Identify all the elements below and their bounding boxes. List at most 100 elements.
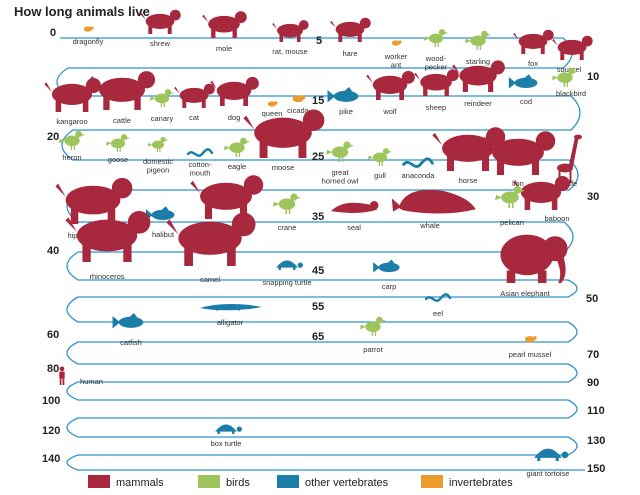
animal-label-canary: canary: [151, 114, 174, 123]
scale-mark-90: 90: [587, 377, 599, 389]
box-turtle-icon: [215, 424, 242, 434]
dog-icon: [210, 76, 259, 106]
legend-swatch-invertebrates: [421, 475, 443, 488]
anaconda-icon: [402, 157, 434, 168]
scale-mark-45: 45: [312, 265, 324, 277]
legend-item-mammals: mammals: [88, 475, 164, 489]
pearl-mussel-icon: [524, 336, 537, 343]
animal-reindeer: reindeer: [452, 60, 505, 108]
animal-goose: goose: [105, 134, 131, 164]
animal-label-cicada: cicada: [287, 106, 310, 115]
animal-label-pearl-mussel: pearl mussel: [509, 350, 552, 359]
animal-eagle: eagle: [223, 137, 251, 171]
catfish-icon: [112, 313, 144, 329]
camel-icon: [166, 212, 256, 266]
parrot-icon: [359, 316, 387, 336]
legend-swatch-vertebrates: [277, 475, 299, 488]
scale-mark-110: 110: [587, 405, 605, 417]
animal-layer: dragonfly shrew mole rat, mouse hare worker an…: [44, 9, 593, 478]
cod-icon: [508, 74, 538, 89]
animal-label-box-turtle: box turtle: [211, 439, 242, 448]
animal-label-horse: horse: [459, 176, 478, 185]
animal-label-pike: pike: [339, 107, 353, 116]
animal-label-seal: seal: [347, 223, 361, 232]
legend: mammals birds other vertebrates invertebrat…: [88, 475, 513, 489]
animal-whale: whale: [391, 189, 476, 230]
animal-label-reindeer: reindeer: [464, 99, 492, 108]
carp-icon: [373, 259, 400, 273]
animal-label-rhinoceros: rhinoceros: [89, 272, 124, 281]
scale-mark-35: 35: [312, 211, 324, 223]
animal-label-parrot: parrot: [363, 345, 384, 354]
scale-mark-0: 0: [50, 27, 56, 39]
animal-label-fox: fox: [528, 59, 538, 68]
goose-icon: [105, 134, 131, 152]
eel-icon: [424, 293, 452, 302]
lion-icon: [482, 131, 556, 175]
animal-label-camel: camel: [200, 275, 220, 284]
animal-label-rat-mouse: rat, mouse: [272, 47, 307, 56]
animal-moose: moose: [243, 109, 325, 172]
pike-icon: [327, 87, 359, 103]
squirrel-icon: [552, 35, 593, 60]
animal-alligator: alligator: [200, 304, 262, 327]
animal-label-hare: hare: [342, 49, 357, 58]
animal-label-great-horned-owl: great horned owl: [322, 168, 359, 186]
human-icon: [59, 366, 65, 385]
animal-label-cottonmouth: cotton-mouth: [189, 160, 212, 178]
animal-rhinoceros: rhinoceros: [65, 210, 151, 281]
crane-icon: [272, 193, 302, 214]
animal-kangaroo: kangaroo: [44, 77, 101, 126]
animal-cat: cat: [174, 83, 215, 122]
animal-mole: mole: [202, 11, 247, 53]
animal-label-dog: dog: [228, 113, 241, 122]
animal-label-whale: whale: [419, 221, 440, 230]
legend-label-invertebrates: invertebrates: [449, 477, 513, 489]
animal-crane: crane: [272, 193, 302, 232]
queen-ant-icon: [267, 101, 278, 107]
legend-item-vertebrates: other vertebrates: [277, 475, 389, 489]
animal-label-baboon: baboon: [544, 214, 569, 223]
animal-label-cattle: cattle: [113, 116, 131, 125]
scale-mark-10: 10: [587, 71, 599, 83]
scale-mark-40: 40: [47, 245, 59, 257]
animal-baboon: baboon: [513, 175, 570, 223]
animal-label-kangaroo: kangaroo: [56, 117, 87, 126]
fox-icon: [513, 29, 554, 54]
wolf-icon: [366, 70, 415, 100]
animal-cicada: cicada: [287, 95, 310, 115]
moose-icon: [243, 109, 325, 158]
animal-label-mole: mole: [216, 44, 232, 53]
animal-great-horned-owl: great horned owl: [322, 141, 359, 186]
animal-label-goose: goose: [108, 155, 128, 164]
animal-worker-ant: worker ant: [384, 40, 408, 70]
animal-label-cat: cat: [189, 113, 200, 122]
animal-label-starling: starling: [466, 57, 490, 66]
canary-icon: [149, 89, 175, 107]
animal-giant-tortoise: giant tortoise: [527, 448, 569, 478]
hare-icon: [330, 17, 371, 42]
animal-carp: carp: [373, 259, 400, 291]
scale-mark-55: 55: [312, 301, 324, 313]
cattle-icon: [90, 71, 156, 110]
animal-label-human: human: [80, 377, 103, 386]
whale-icon: [391, 189, 476, 214]
animal-cod: cod: [508, 74, 538, 106]
animal-human: human: [59, 366, 103, 386]
scale-marks: 0 5 10 15 20 25 30 35 40 45 50 55 60 65 70 80 90 100 110 12…: [42, 27, 605, 475]
scale-mark-130: 130: [587, 435, 605, 447]
animal-blackbird: blackbird: [551, 67, 586, 98]
animal-catfish: catfish: [112, 313, 144, 347]
animal-gull: gull: [367, 148, 393, 180]
giraffe-icon: [557, 134, 582, 183]
scale-mark-20: 20: [47, 131, 59, 143]
animal-label-sheep: sheep: [426, 103, 446, 112]
animal-camel: camel: [166, 212, 256, 284]
sheep-icon: [414, 69, 459, 96]
scale-mark-25: 25: [312, 151, 324, 163]
scale-mark-80: 80: [47, 363, 59, 375]
scale-mark-70: 70: [587, 349, 599, 361]
snapping-turtle-icon: [276, 260, 303, 270]
scale-mark-60: 60: [47, 329, 59, 341]
legend-swatch-mammals: [88, 475, 110, 488]
